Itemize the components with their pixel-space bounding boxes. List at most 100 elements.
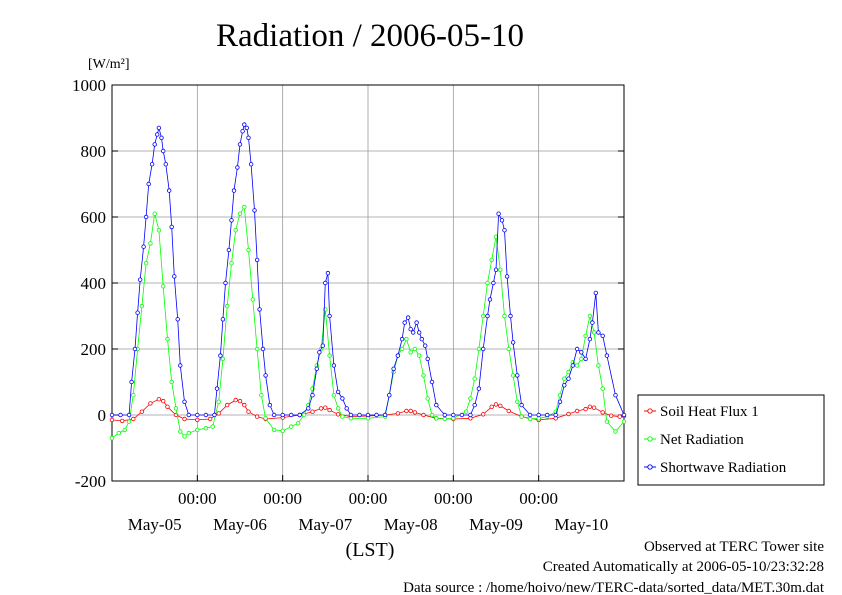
data-point: [126, 412, 132, 418]
data-point: [242, 402, 247, 408]
data-point: [210, 424, 215, 429]
legend-label: Soil Heat Flux 1: [660, 404, 759, 420]
data-point: [579, 356, 584, 362]
data-point: [271, 427, 277, 433]
data-point: [327, 313, 332, 319]
data-point: [604, 353, 610, 358]
data-point: [600, 410, 605, 415]
data-point: [591, 330, 597, 335]
data-point: [237, 142, 243, 147]
legend-label: Net Radiation: [660, 432, 744, 448]
data-point: [374, 412, 379, 418]
x-tick-label-time: 00:00: [349, 489, 388, 508]
data-point: [271, 412, 277, 418]
data-point: [404, 408, 409, 414]
data-point: [149, 161, 155, 167]
data-point: [254, 414, 260, 419]
data-point: [621, 419, 627, 424]
data-point: [527, 412, 533, 418]
data-point: [399, 336, 405, 342]
data-point: [159, 135, 164, 140]
data-point: [152, 142, 157, 147]
data-point: [510, 340, 516, 345]
data-point: [340, 414, 345, 419]
legend-marker: [647, 436, 653, 442]
data-point: [119, 418, 125, 424]
data-point: [242, 122, 247, 127]
data-point: [240, 128, 245, 134]
data-point: [172, 274, 177, 279]
data-point: [344, 406, 349, 411]
legend-marker: [647, 464, 653, 470]
data-point: [609, 413, 614, 418]
data-point: [502, 227, 507, 233]
data-point: [402, 320, 407, 325]
data-point: [553, 412, 558, 418]
data-point: [166, 188, 172, 193]
grid: [112, 85, 624, 481]
data-point: [223, 280, 228, 286]
data-point: [481, 346, 486, 352]
data-point: [382, 412, 388, 418]
data-point: [476, 346, 482, 352]
data-point: [160, 398, 166, 404]
data-point: [139, 303, 145, 309]
legend-box: [637, 394, 825, 486]
data-point: [331, 363, 337, 368]
data-point: [485, 313, 490, 319]
data-point: [186, 430, 191, 436]
data-point: [434, 416, 439, 421]
data-point: [434, 402, 439, 408]
x-tick-label-date: May-07: [298, 515, 352, 534]
data-point: [613, 393, 618, 398]
data-point: [429, 412, 435, 418]
data-point: [216, 399, 221, 404]
data-point: [182, 434, 187, 439]
data-point: [408, 408, 413, 414]
data-point: [143, 214, 149, 220]
data-point: [248, 161, 254, 167]
y-tick-label: -200: [75, 472, 106, 491]
data-point: [593, 290, 598, 296]
data-point: [310, 409, 315, 414]
data-point: [169, 224, 174, 230]
data-point: [391, 366, 396, 371]
data-point: [587, 313, 593, 319]
data-point: [109, 435, 115, 441]
data-point: [254, 257, 260, 263]
y-tick-label: 200: [81, 340, 107, 359]
y-axis-unit: [W/m²]: [88, 57, 130, 72]
data-point: [583, 356, 588, 362]
data-point: [152, 211, 157, 216]
data-point: [229, 218, 234, 223]
data-point: [504, 274, 510, 279]
data-point: [203, 426, 209, 431]
legend: Soil Heat Flux 1 Net Radiation Shortwave R…: [637, 394, 825, 486]
x-tick-label-date: May-09: [469, 515, 523, 534]
data-point: [160, 284, 166, 289]
data-point: [323, 280, 328, 286]
data-point: [122, 427, 127, 433]
data-point: [237, 211, 243, 216]
footer-created: Created Automatically at 2006-05-10/23:3…: [543, 559, 824, 575]
data-point: [335, 406, 341, 411]
data-point: [574, 408, 580, 414]
data-point: [156, 125, 162, 131]
data-point: [263, 373, 268, 378]
data-point: [310, 393, 315, 398]
data-point: [218, 353, 223, 358]
data-point: [570, 363, 575, 368]
data-point: [233, 397, 238, 403]
data-point: [519, 402, 524, 408]
footer-site: Observed at TERC Tower site: [644, 539, 824, 555]
data-point: [242, 204, 247, 210]
data-point: [412, 346, 418, 352]
data-point: [289, 424, 294, 429]
x-tick-label-time: 00:00: [263, 489, 302, 508]
data-point: [226, 247, 232, 253]
data-point: [536, 412, 541, 418]
data-point: [131, 416, 136, 422]
data-point: [421, 373, 426, 378]
y-tick-label: 600: [81, 208, 107, 227]
data-point: [493, 402, 499, 407]
